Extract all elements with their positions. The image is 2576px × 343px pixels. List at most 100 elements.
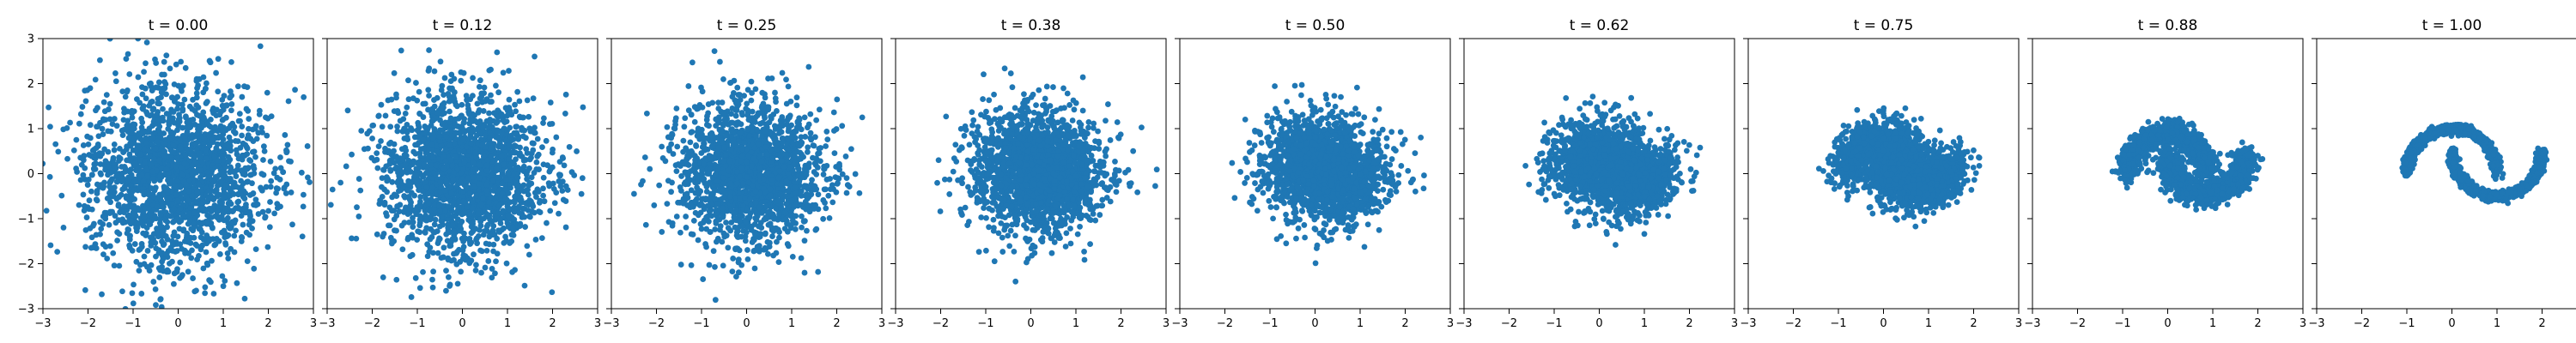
data-point [848, 146, 854, 153]
data-point [524, 243, 531, 250]
data-point [513, 156, 519, 163]
data-point [505, 213, 512, 220]
data-point [47, 242, 54, 249]
data-point [532, 237, 539, 243]
data-point [208, 214, 215, 220]
data-point [94, 181, 100, 188]
x-tick-label: −2 [364, 317, 380, 330]
data-point [204, 121, 211, 128]
data-point [100, 131, 106, 137]
data-point [202, 290, 209, 297]
data-point [191, 209, 198, 216]
data-point [241, 196, 248, 202]
data-point [117, 145, 123, 152]
data-point [216, 251, 223, 257]
data-point [80, 191, 87, 198]
data-point [464, 203, 471, 210]
data-point [425, 200, 432, 207]
data-point [102, 215, 109, 222]
data-point [449, 214, 456, 220]
data-point [375, 112, 382, 119]
data-point [204, 260, 210, 267]
data-point [420, 268, 426, 275]
data-point [60, 225, 67, 231]
data-point [43, 160, 46, 167]
data-point [170, 232, 177, 239]
data-point [422, 100, 428, 107]
data-point [222, 164, 228, 171]
data-point [420, 136, 427, 143]
data-point [357, 187, 364, 194]
data-point [512, 101, 518, 108]
data-point [884, 181, 890, 187]
data-point [449, 132, 455, 139]
data-point [440, 165, 447, 172]
data-point [131, 108, 137, 115]
data-point [380, 274, 386, 280]
data-point [413, 211, 420, 218]
data-point [141, 146, 147, 153]
data-point [483, 161, 490, 168]
data-point [97, 161, 104, 167]
data-point [402, 194, 409, 201]
data-point [288, 190, 295, 196]
data-point [205, 188, 212, 195]
data-point [148, 239, 155, 246]
data-point [215, 183, 221, 190]
data-point [253, 135, 260, 142]
data-point [578, 190, 585, 197]
data-point [237, 117, 243, 124]
data-point [537, 197, 544, 204]
data-point [173, 61, 179, 68]
data-point [488, 194, 494, 201]
data-point [813, 117, 820, 123]
data-point [799, 224, 805, 231]
data-point [131, 281, 137, 288]
data-point [482, 264, 489, 271]
data-point [430, 268, 437, 275]
data-point [264, 89, 270, 96]
data-point [246, 116, 252, 122]
data-point [553, 134, 560, 141]
data-point [80, 172, 87, 178]
data-point [429, 284, 436, 291]
data-point [482, 98, 489, 105]
data-point [127, 190, 134, 197]
data-point [772, 89, 778, 96]
data-point [471, 226, 477, 233]
data-point [496, 202, 502, 209]
data-point [478, 141, 485, 148]
data-point [556, 178, 562, 184]
data-point [830, 109, 837, 116]
data-point [206, 142, 213, 149]
data-point [190, 225, 197, 231]
data-point [473, 235, 480, 242]
data-point [191, 167, 197, 174]
data-point [223, 102, 230, 109]
data-point [131, 196, 138, 202]
data-point [93, 196, 100, 203]
data-point [421, 145, 428, 152]
data-point [405, 96, 412, 103]
y-tick-label: −1 [18, 214, 34, 226]
data-point [698, 226, 705, 232]
data-point [196, 112, 203, 119]
data-point [122, 93, 129, 100]
data-point [213, 146, 220, 153]
data-point [562, 91, 569, 98]
data-point [416, 216, 423, 223]
data-point [749, 108, 756, 115]
data-point [264, 132, 270, 139]
data-point [467, 211, 474, 217]
data-point [559, 188, 566, 194]
data-point [35, 181, 41, 187]
data-point [179, 82, 186, 89]
data-point [829, 199, 836, 206]
data-point [483, 168, 490, 174]
data-point [719, 238, 726, 245]
data-point [442, 123, 449, 129]
data-point [486, 110, 492, 117]
data-point [447, 229, 453, 236]
data-point [200, 109, 207, 116]
data-point [177, 145, 184, 152]
